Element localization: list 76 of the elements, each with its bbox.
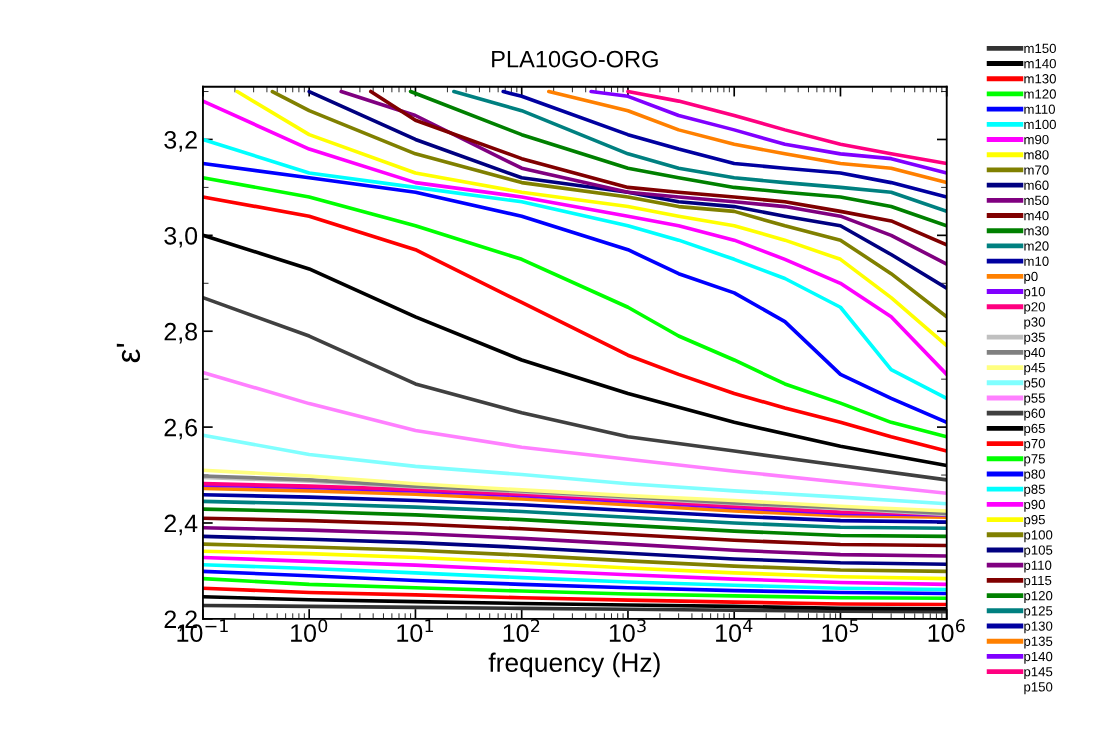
legend-label: p110 [1024,560,1052,573]
line-series [202,569,947,596]
legend-label: p60 [1024,408,1045,421]
x-tick-label: 10$^{6}$ [928,619,965,642]
legend-label: p80 [1024,469,1045,482]
line-series [202,562,947,592]
legend-label: m110 [1024,104,1055,114]
line-series [202,549,947,581]
legend-label: p120 [1024,591,1053,603]
legend-label: p125 [1024,606,1053,619]
legend-label: p145 [1024,667,1053,679]
x-axis-title: frequency (Hz) [488,652,660,678]
line-series [202,603,947,614]
y-tick-label: 3,2 [164,131,197,152]
legend-label: m20 [1024,241,1049,251]
y-tick-label: 2,6 [164,418,197,440]
legend-label: m100 [1024,119,1056,130]
legend-label: p105 [1024,545,1053,558]
legend-label: p75 [1024,454,1045,467]
legend-label: m10 [1024,256,1049,266]
line-series [202,586,947,607]
legend-label: p65 [1024,423,1045,436]
legend-label: m30 [1024,226,1049,236]
legend-label: p130 [1024,621,1053,634]
line-series [202,507,947,539]
legend-label: p20 [1024,302,1045,315]
line-series [202,576,947,601]
legend-label: p100 [1024,530,1053,543]
legend-label: p0 [1024,271,1038,284]
chart-title: PLA10GO-ORG [492,50,658,68]
line-series [202,542,947,574]
legend-label: m70 [1024,165,1049,175]
legend-label: p140 [1024,651,1053,664]
legend-label: m130 [1024,74,1056,84]
legend-label: p90 [1024,499,1045,512]
legend-label: m40 [1024,210,1049,221]
legend-label: p135 [1024,636,1053,649]
legend-label: m80 [1024,150,1049,160]
legend-label: m60 [1024,180,1049,190]
y-axis-title: ε' [116,343,141,363]
line-series [202,499,947,531]
legend-label: p40 [1024,347,1045,360]
text: p150 [1024,682,1053,695]
line-series [202,555,947,587]
legend-label: p45 [1024,363,1045,375]
line-series [202,492,947,524]
legend-label: p95 [1024,514,1045,527]
text: p30 [1024,317,1045,330]
legend-label: p55 [1024,393,1045,406]
x-tick-label: 10$^{5}$ [822,619,859,642]
legend-label: p115 [1024,575,1052,588]
x-tick-label: 10$^{2}$ [503,619,540,642]
x-tick-label: 10$^{4}$ [716,619,753,642]
line-series [202,433,947,506]
line-series [202,534,947,567]
y-tick-label: 3,0 [164,226,198,248]
x-tick-label: 10$^{3}$ [609,619,646,642]
legend-label: p70 [1024,438,1045,451]
legend-label: m140 [1024,58,1056,69]
y-tick-label: 2,4 [164,514,198,536]
legend-label: m90 [1024,134,1049,145]
line-series [202,468,947,513]
legend-label: p85 [1024,484,1045,497]
line-series [202,525,947,558]
x-tick-label: 10$^{1}$ [397,619,434,642]
legend-label: m120 [1024,89,1056,99]
line-series [202,295,947,482]
line-series [202,516,947,548]
legend-label: p50 [1024,378,1045,391]
legend-label: p35 [1024,332,1045,345]
legend-label: m150 [1024,43,1056,54]
legend-label: m50 [1024,195,1049,206]
y-tick-label: 2,8 [164,322,197,344]
line-series [202,370,947,496]
legend-label: p10 [1024,286,1045,299]
x-tick-label: 10$^{0}$ [291,619,328,642]
